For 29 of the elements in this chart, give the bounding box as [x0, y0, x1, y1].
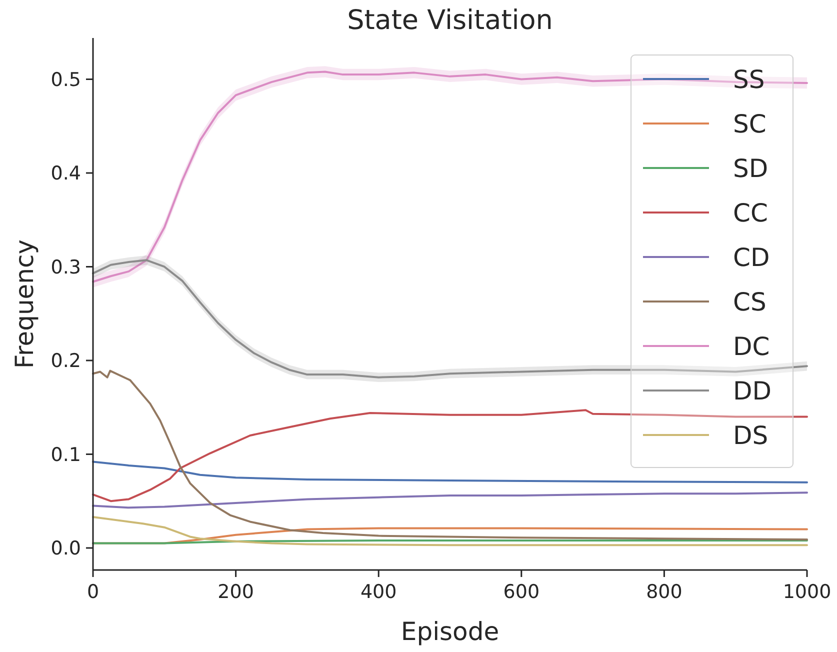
legend-label: SS [733, 64, 765, 94]
legend-label: CD [733, 242, 770, 272]
legend-label: SC [733, 109, 766, 138]
line-series [92, 370, 808, 541]
x-tick-label: 600 [503, 581, 540, 603]
line-series [92, 409, 808, 502]
x-tick-label: 800 [646, 581, 682, 603]
x-axis-title: Episode [400, 617, 500, 646]
line-series [92, 492, 808, 509]
legend-label: CS [733, 287, 766, 316]
legend-label: DC [733, 332, 770, 361]
y-tick-label: 0.3 [50, 256, 81, 278]
y-tick-label: 0.2 [50, 350, 81, 372]
line-series [92, 460, 808, 484]
y-axis-title: Frequency [10, 239, 39, 369]
x-tick-label: 1000 [782, 581, 832, 603]
x-tick-label: 400 [360, 581, 397, 603]
legend-label: DS [733, 420, 768, 450]
y-tick-label: 0.1 [50, 444, 81, 466]
y-tick-label: 0.4 [50, 162, 81, 185]
y-tick-label: 0.5 [50, 68, 81, 91]
x-tick-label: 0 [86, 581, 100, 603]
chart-title: State Visitation [347, 5, 553, 36]
legend-label: CC [733, 198, 768, 228]
y-tick-label: 0.0 [50, 538, 81, 560]
x-tick-label: 200 [218, 581, 254, 603]
legend-label: SD [733, 154, 768, 183]
line-series [92, 516, 808, 546]
legend-label: DD [733, 376, 772, 406]
